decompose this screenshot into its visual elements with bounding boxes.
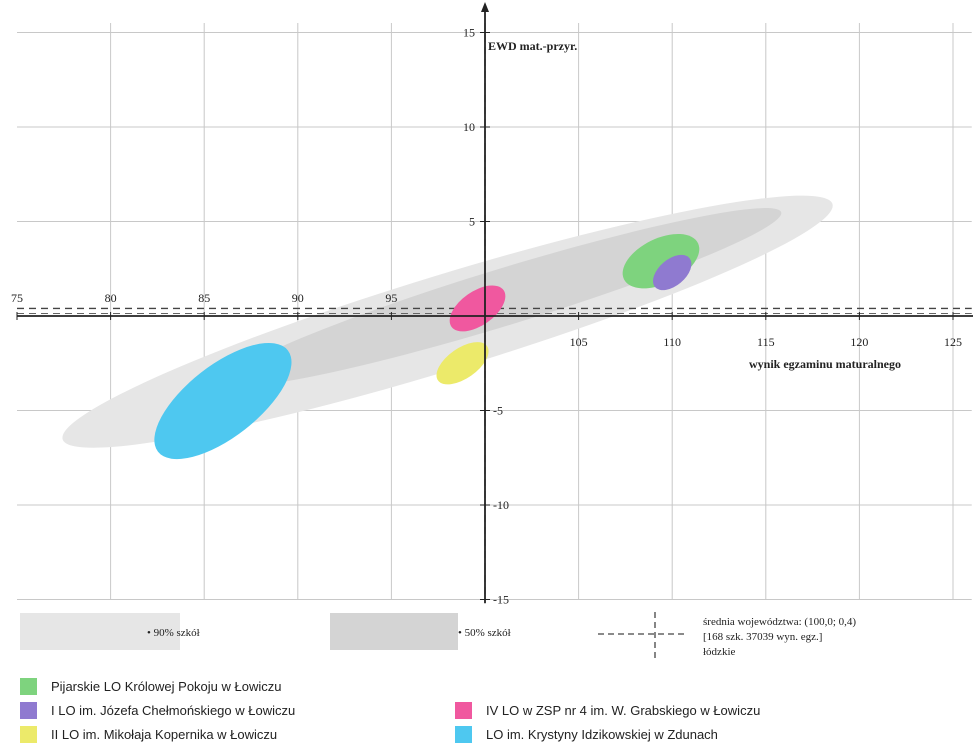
- legend-ref-line1: średnia województwa: (100,0; 0,4): [703, 616, 856, 628]
- school-legend: Pijarskie LO Królowej Pokoju w Łowiczu I…: [0, 672, 973, 744]
- school-ellipse: [436, 342, 489, 385]
- x-tick-label: 110: [663, 335, 681, 349]
- legend-item-lo4: IV LO w ZSP nr 4 im. W. Grabskiego w Łow…: [455, 702, 760, 719]
- school-ellipse: [154, 342, 292, 460]
- legend-label-90: • 90% szkół: [147, 627, 200, 639]
- legend-ref-line2: [168 szk. 37039 wyn. egz.]: [703, 631, 822, 643]
- x-tick-label: 125: [944, 335, 962, 349]
- x-tick-label: 95: [385, 291, 397, 305]
- x-tick-label: 85: [198, 291, 210, 305]
- y-tick-label: -10: [493, 498, 509, 512]
- legend-label-50: • 50% szkół: [458, 627, 511, 639]
- region-legend: • 90% szkół • 50% szkół średnia wojewódz…: [20, 612, 856, 662]
- school-ellipse: [653, 254, 692, 291]
- legend-swatch: [455, 702, 472, 719]
- x-tick-label: 75: [11, 291, 23, 305]
- x-tick-label: 115: [757, 335, 775, 349]
- legend-label: II LO im. Mikołaja Kopernika w Łowiczu: [51, 727, 278, 742]
- legend-swatch-90: [20, 613, 180, 650]
- legend-swatch: [20, 702, 37, 719]
- legend-label: I LO im. Józefa Chełmońskiego w Łowiczu: [51, 703, 296, 718]
- legend-swatch: [20, 726, 37, 743]
- legend-item-lo2: II LO im. Mikołaja Kopernika w Łowiczu: [20, 726, 277, 743]
- y-axis-arrow: [481, 2, 489, 12]
- legend-swatch: [455, 726, 472, 743]
- y-axis-label: EWD mat.-przyr.: [488, 39, 577, 53]
- series-layer: [154, 233, 700, 460]
- legend-item-pijarskie: Pijarskie LO Królowej Pokoju w Łowiczu: [20, 678, 281, 695]
- legend-label: Pijarskie LO Królowej Pokoju w Łowiczu: [51, 679, 282, 694]
- legend-ref-line3: łódzkie: [703, 646, 735, 658]
- legend-swatch: [20, 678, 37, 695]
- legend-label: IV LO w ZSP nr 4 im. W. Grabskiego w Łow…: [486, 703, 761, 718]
- y-tick-label: 5: [469, 215, 475, 229]
- y-tick-label: 15: [463, 26, 475, 40]
- x-tick-label: 90: [292, 291, 304, 305]
- legend-swatch-50: [330, 613, 458, 650]
- y-tick-label: 10: [463, 120, 475, 134]
- legend-item-lo1: I LO im. Józefa Chełmońskiego w Łowiczu: [20, 702, 295, 719]
- y-tick-label: -5: [493, 404, 503, 418]
- legend-label: LO im. Krystyny Idzikowskiej w Zdunach: [486, 727, 718, 742]
- x-tick-label: 120: [850, 335, 868, 349]
- y-tick-label: -15: [493, 593, 509, 607]
- legend-item-zduny: LO im. Krystyny Idzikowskiej w Zdunach: [455, 726, 718, 743]
- school-ellipse: [449, 285, 506, 332]
- x-tick-label: 80: [105, 291, 117, 305]
- x-tick-label: 105: [570, 335, 588, 349]
- x-axis-label: wynik egzaminu maturalnego: [749, 357, 901, 371]
